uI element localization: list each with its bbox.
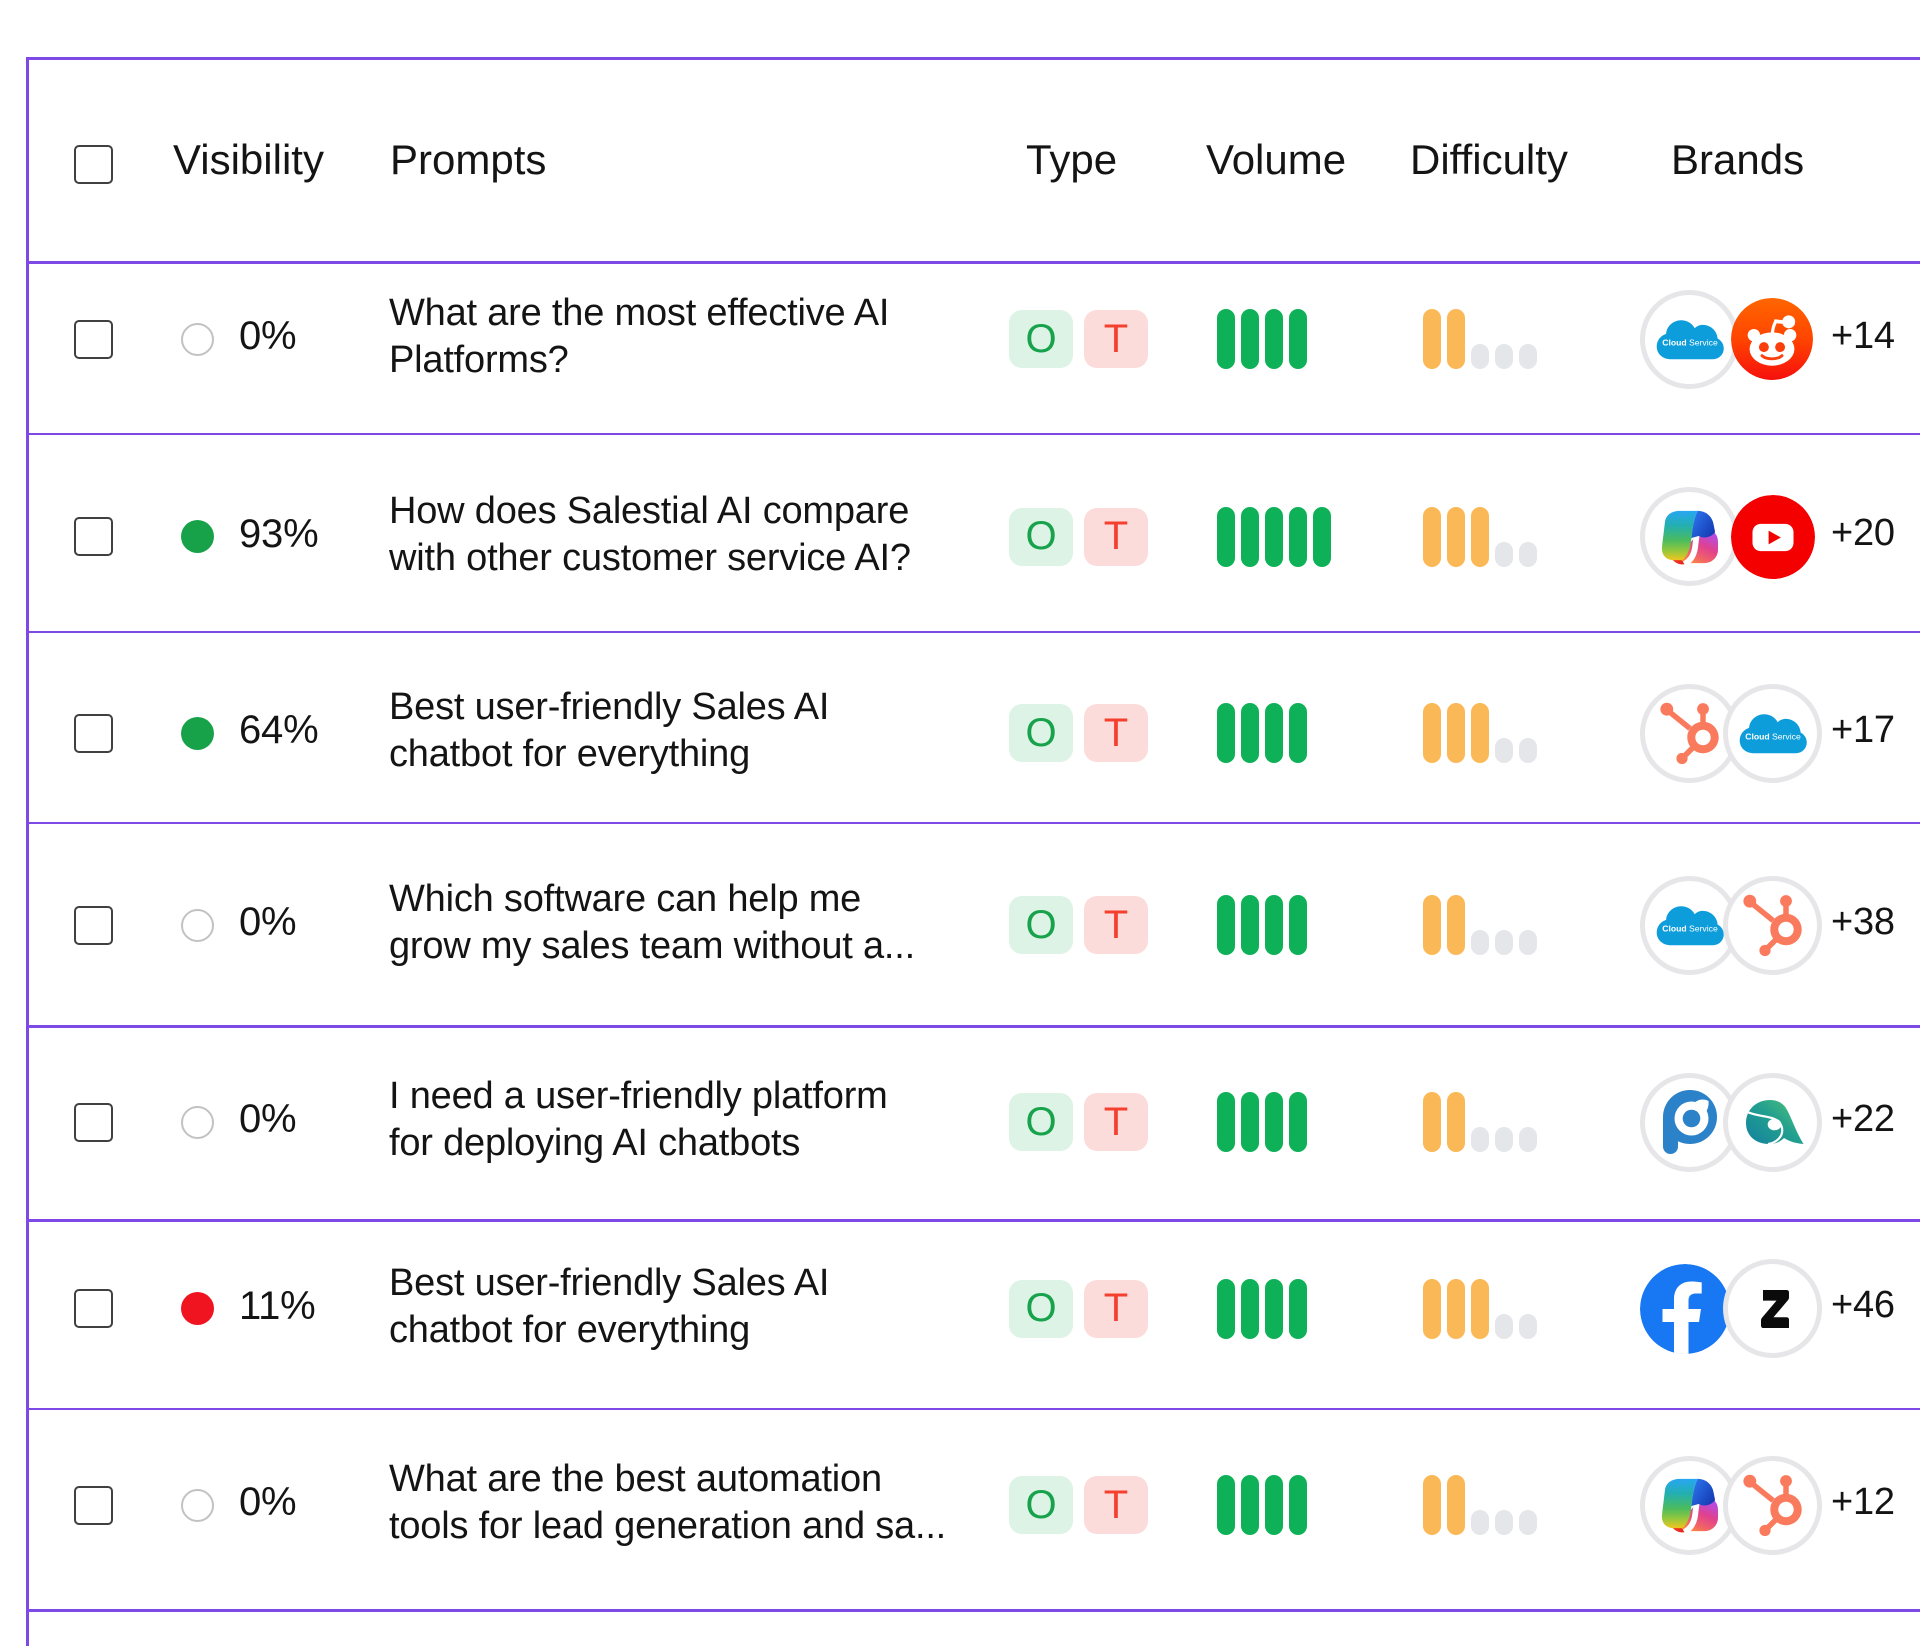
svg-text:Cloud Service: Cloud Service bbox=[1662, 923, 1718, 933]
svg-text:Cloud Service: Cloud Service bbox=[1745, 731, 1801, 741]
svg-text:Cloud Service: Cloud Service bbox=[1662, 337, 1718, 347]
